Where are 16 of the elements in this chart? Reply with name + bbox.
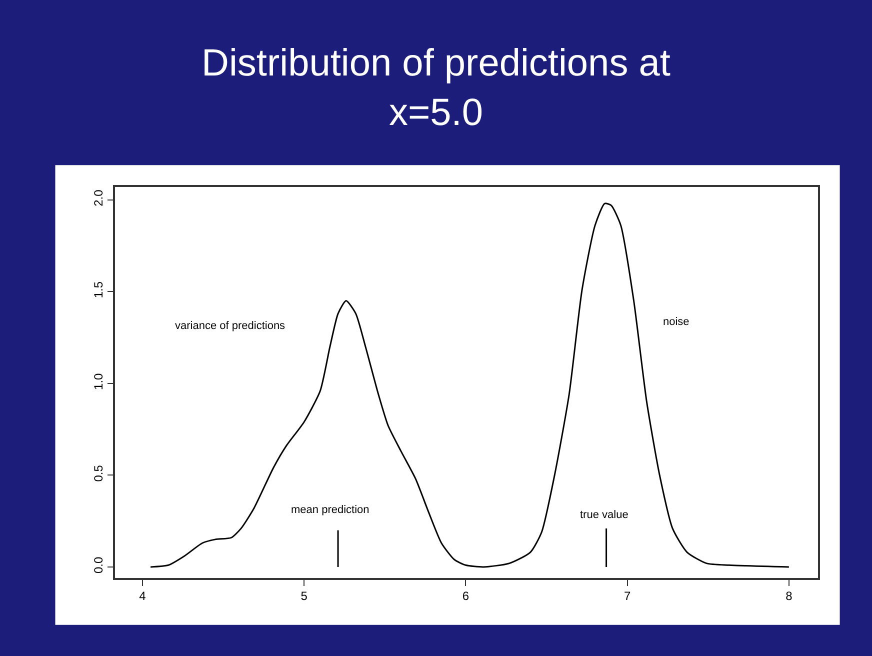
y-tick-label: 1.0 [91,372,106,390]
x-tick-label: 6 [462,589,470,604]
x-tick-label: 8 [786,589,793,604]
annotation: noise [663,316,690,328]
line-series [150,202,790,568]
x-tick-label: 4 [139,589,146,604]
chart-title: Distribution of predictions at x=5.0 [202,42,671,134]
y-tick-label: 1.5 [91,281,106,298]
annotation: variance of predictions [175,320,286,332]
y-tick-label: 2.0 [91,189,106,206]
y-tick-label: 0.5 [91,464,106,482]
y-tick-label: 0.0 [91,556,106,574]
annotation: mean prediction [291,504,370,516]
annotation: true value [580,509,628,521]
x-tick-label: 5 [300,589,308,604]
x-tick-label: 7 [624,589,631,604]
